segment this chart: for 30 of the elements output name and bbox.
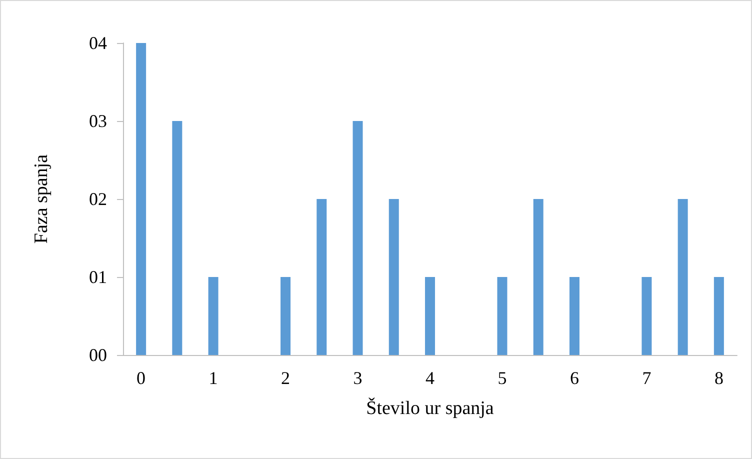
bar <box>425 277 435 355</box>
x-tick-label: 4 <box>426 368 434 388</box>
bar <box>533 199 544 355</box>
x-tick-label: 1 <box>208 368 218 388</box>
x-tick-label: 5 <box>498 368 507 388</box>
x-tick-label: 2 <box>281 368 290 388</box>
x-tick-label: 3 <box>353 368 362 388</box>
y-tick-label: 04 <box>89 33 107 53</box>
y-axis-title: Faza spanja <box>31 154 52 244</box>
bar <box>678 199 688 355</box>
bar <box>388 199 399 355</box>
x-tick-label: 7 <box>642 368 652 388</box>
bar <box>714 277 724 355</box>
y-tick-label: 01 <box>89 267 107 287</box>
bar <box>208 277 218 355</box>
bar <box>352 121 363 355</box>
bar <box>642 277 652 355</box>
x-axis-title: Število ur spanja <box>366 397 494 419</box>
bar <box>569 277 580 355</box>
bar <box>497 277 508 355</box>
x-tick-label: 8 <box>714 368 724 388</box>
bar <box>172 121 182 355</box>
bar <box>136 43 146 355</box>
y-tick-label: 03 <box>89 111 107 131</box>
y-tick-label: 00 <box>89 345 107 365</box>
x-tick-label: 0 <box>136 368 146 388</box>
bar <box>280 277 291 355</box>
y-tick-label: 02 <box>89 189 107 209</box>
bar <box>316 199 327 355</box>
x-tick-label: 6 <box>570 368 579 388</box>
